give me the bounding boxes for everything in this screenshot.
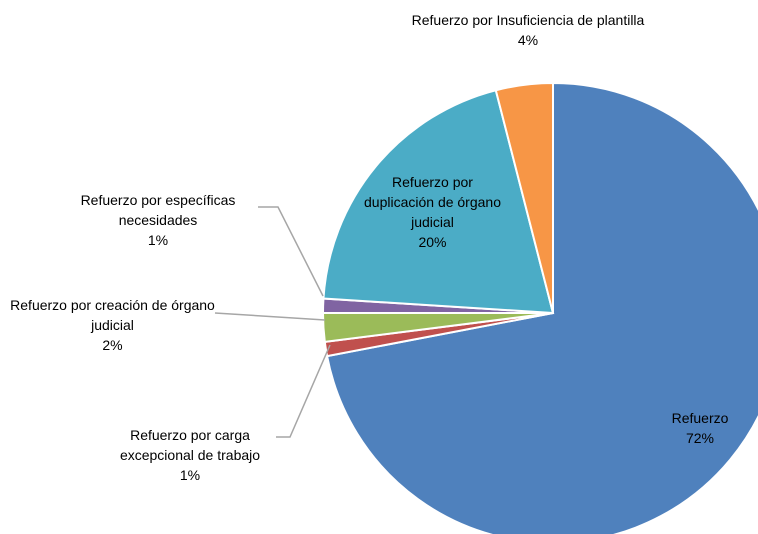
pie-slice [494,81,554,314]
leader-line [214,312,326,321]
slice-percent: 1% [147,232,169,248]
leader-line [258,206,324,297]
pie [321,81,758,534]
slice-name: Refuerzo por Insuficiencia de plantilla [411,12,645,28]
slice-name: Refuerzo [671,410,729,426]
data-label: Refuerzo 72% [640,408,758,448]
slice-percent: 72% [685,430,715,446]
data-label: Refuerzo por duplicación de órgano judic… [360,172,505,252]
data-label: Refuerzo por específicas necesidades 1% [58,190,258,250]
slice-name: Refuerzo por específicas necesidades [80,192,236,228]
slice-percent: 2% [102,337,123,353]
data-label: Refuerzo por Insuficiencia de plantilla 4… [408,10,648,50]
slice-percent: 4% [517,32,539,48]
data-label: Refuerzo por creación de órgano judicial… [0,295,225,355]
slice-percent: 1% [179,467,201,483]
slice-percent: 20% [418,234,447,250]
slice-name: Refuerzo por carga excepcional de trabaj… [119,427,261,463]
slice-name: Refuerzo por duplicación de órgano judic… [364,174,501,230]
pie-slice [325,81,758,534]
slice-name: Refuerzo por creación de órgano judicial [10,297,215,333]
data-label: Refuerzo por carga excepcional de trabaj… [100,425,280,485]
pie-slice [322,89,555,315]
leader-line [276,344,331,438]
